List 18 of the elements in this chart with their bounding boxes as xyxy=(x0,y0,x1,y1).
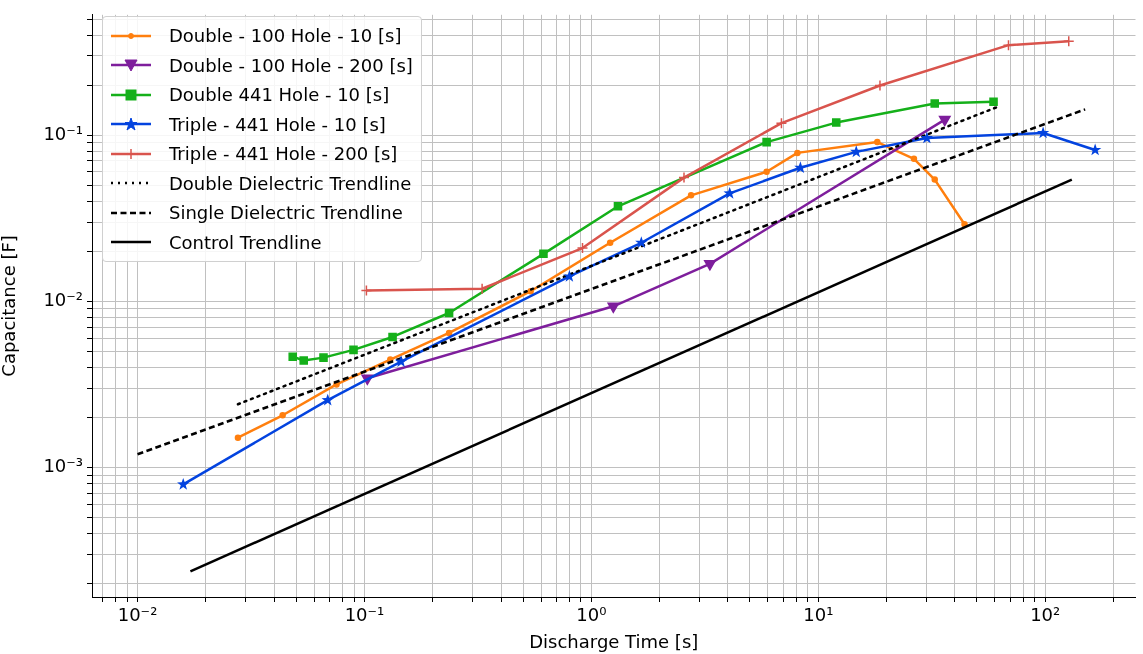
legend-label: Double Dielectric Trendline xyxy=(169,172,412,194)
y-tick-label: 10⁻¹ xyxy=(43,122,83,144)
legend-label: Single Dielectric Trendline xyxy=(169,202,403,224)
y-tick-label: 10⁻³ xyxy=(43,455,83,477)
legend-label: Triple - 441 Hole - 200 [s] xyxy=(169,143,398,165)
legend-label: Triple - 441 Hole - 10 [s] xyxy=(169,113,386,135)
x-axis-title: Discharge Time [s] xyxy=(529,630,699,652)
x-tick-label: 10² xyxy=(1030,604,1061,626)
legend-label: Double - 100 Hole - 200 [s] xyxy=(169,54,413,76)
x-tick-label: 10⁰ xyxy=(576,604,607,626)
legend-label: Double 441 Hole - 10 [s] xyxy=(169,84,390,106)
x-tick-label: 10¹ xyxy=(803,604,834,626)
y-tick-label: 10⁻² xyxy=(43,288,83,310)
legend-label: Double - 100 Hole - 10 [s] xyxy=(169,25,402,47)
x-tick-label: 10⁻¹ xyxy=(344,604,385,626)
x-tick-label: 10⁻² xyxy=(117,604,158,626)
y-axis-title: Capacitance [F] xyxy=(0,235,20,377)
legend-label: Control Trendline xyxy=(169,231,322,253)
